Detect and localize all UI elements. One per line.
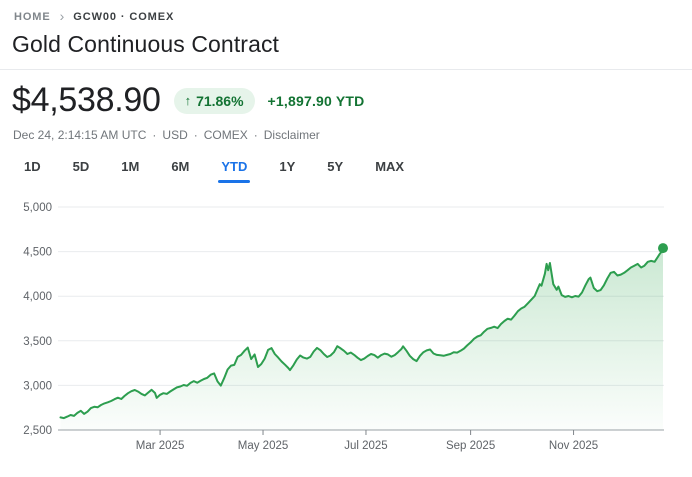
quote-exchange: COMEX bbox=[203, 128, 248, 142]
breadcrumb-current-symbol: GCW00 · COMEX bbox=[73, 11, 175, 23]
tab-1y[interactable]: 1Y bbox=[279, 159, 296, 174]
x-axis-label: Nov 2025 bbox=[549, 440, 598, 452]
area-fill bbox=[60, 248, 663, 430]
disclaimer-link[interactable]: Disclaimer bbox=[263, 128, 320, 142]
change-absolute-ytd: +1,897.90 YTD bbox=[267, 92, 365, 109]
up-arrow-icon: ↑ bbox=[184, 93, 192, 108]
y-axis-label: 5,000 bbox=[23, 202, 52, 214]
tab-5d[interactable]: 5D bbox=[72, 159, 90, 174]
last-price-dot bbox=[658, 243, 668, 254]
quote-timestamp: Dec 24, 2:14:15 AM UTC bbox=[13, 128, 147, 142]
y-axis-label: 3,000 bbox=[23, 380, 52, 392]
x-axis-label: Jul 2025 bbox=[344, 440, 387, 452]
range-tabs: 1D 5D 1M 6M YTD 1Y 5Y MAX bbox=[18, 157, 410, 183]
x-axis-label: May 2025 bbox=[238, 440, 289, 452]
meta-separator: · bbox=[193, 128, 198, 142]
meta-separator: · bbox=[152, 128, 157, 142]
price-line bbox=[59, 247, 664, 420]
page-title: Gold Continuous Contract bbox=[12, 31, 280, 57]
tab-6m[interactable]: 6M bbox=[171, 159, 190, 174]
chevron-right-icon: › bbox=[59, 8, 65, 24]
change-percent-value: 71.86% bbox=[196, 92, 244, 109]
current-price: $4,538.90 bbox=[12, 81, 161, 119]
y-axis-label: 4,500 bbox=[23, 247, 52, 259]
quote-meta: Dec 24, 2:14:15 AM UTC · USD · COMEX · D… bbox=[13, 128, 320, 142]
tab-ytd[interactable]: YTD bbox=[215, 157, 253, 183]
x-axis-label: Mar 2025 bbox=[136, 440, 185, 452]
quote-currency: USD bbox=[162, 128, 188, 142]
meta-separator: · bbox=[253, 128, 258, 142]
breadcrumb-home-link[interactable]: HOME bbox=[14, 11, 51, 23]
tab-5y[interactable]: 5Y bbox=[327, 159, 344, 174]
breadcrumb: HOME › GCW00 · COMEX bbox=[14, 8, 175, 24]
tab-1d[interactable]: 1D bbox=[24, 159, 41, 174]
change-percent-badge: ↑ 71.86% bbox=[173, 87, 255, 114]
quote-row: $4,538.90 ↑ 71.86% +1,897.90 YTD bbox=[12, 81, 364, 120]
header-divider bbox=[0, 69, 692, 70]
tab-1m[interactable]: 1M bbox=[121, 159, 140, 174]
price-chart-svg[interactable]: 2,500 3,000 3,500 4,000 4,500 5,000 Mar 2025 Ma… bbox=[0, 195, 692, 467]
price-chart[interactable]: 2,500 3,000 3,500 4,000 4,500 5,000 Mar 2025 Ma… bbox=[0, 195, 692, 467]
tab-max[interactable]: MAX bbox=[375, 159, 405, 174]
x-axis-label: Sep 2025 bbox=[446, 440, 495, 452]
y-axis-label: 2,500 bbox=[23, 425, 52, 437]
y-axis-label: 3,500 bbox=[23, 336, 52, 348]
y-axis-label: 4,000 bbox=[23, 291, 52, 303]
